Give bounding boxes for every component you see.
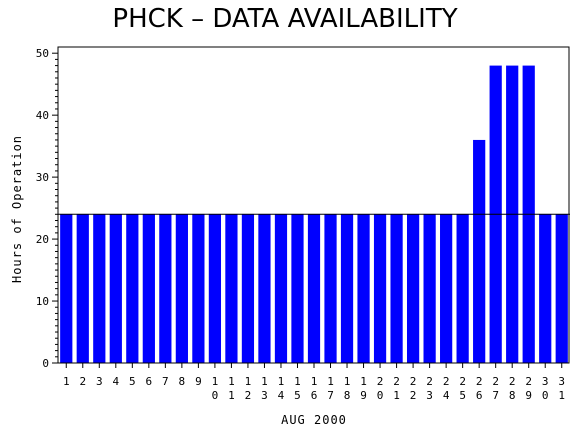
bar-day-30 (539, 214, 552, 363)
x-tick-label: 8 (179, 375, 186, 388)
x-tick-label: 6 (146, 375, 153, 388)
bar-day-1 (60, 214, 73, 363)
bar-day-26 (473, 139, 486, 363)
bar-day-4 (109, 214, 122, 363)
x-tick-label: 4 (112, 375, 119, 388)
bar-day-13 (258, 214, 271, 363)
bar-day-6 (142, 214, 155, 363)
bars-group (60, 65, 568, 363)
bar-day-9 (192, 214, 205, 363)
x-tick-label: 7 (162, 375, 169, 388)
bar-day-23 (423, 214, 436, 363)
bar-day-15 (291, 214, 304, 363)
chart-title: PHCK – DATA AVAILABILITY (112, 4, 458, 34)
bar-day-18 (340, 214, 354, 363)
y-tick-label: 50 (36, 47, 49, 60)
y-tick-label: 30 (36, 171, 49, 184)
x-tick-label: 9 (195, 375, 202, 388)
y-axis-label: Hours of Operation (10, 135, 24, 283)
bar-day-19 (357, 214, 370, 363)
bar-day-12 (241, 214, 255, 363)
x-tick-label: 5 (129, 375, 136, 388)
bar-day-8 (175, 214, 188, 363)
x-axis-label: AUG 2000 (281, 413, 347, 427)
bar-day-24 (440, 214, 453, 363)
y-tick-label: 10 (36, 295, 49, 308)
bar-day-3 (93, 214, 106, 363)
y-tick-label: 0 (42, 357, 49, 370)
x-tick-label: 3 (96, 375, 103, 388)
x-axis: 1 2 3 4 5 6 7 8 9 1 01 11 21 31 41 51 61 71 81 92 02 12 22 32 42… (63, 363, 565, 402)
bar-day-14 (274, 214, 288, 363)
bar-day-25 (456, 214, 469, 363)
bar-day-7 (159, 214, 172, 363)
bar-day-31 (555, 214, 568, 363)
bar-day-22 (406, 214, 420, 363)
bar-day-20 (373, 214, 387, 363)
bar-day-16 (307, 214, 321, 363)
y-tick-label: 40 (36, 109, 49, 122)
x-tick-label: 1 (63, 375, 70, 388)
bar-day-21 (390, 214, 403, 363)
x-tick-label: 2 (79, 375, 86, 388)
bar-day-5 (126, 214, 139, 363)
bar-day-10 (208, 214, 222, 363)
bar-day-17 (324, 214, 337, 363)
bar-day-2 (76, 214, 89, 363)
y-axis: 0 10 20 30 40 50 (36, 47, 58, 370)
y-tick-label: 20 (36, 233, 49, 246)
bar-day-11 (225, 214, 238, 363)
